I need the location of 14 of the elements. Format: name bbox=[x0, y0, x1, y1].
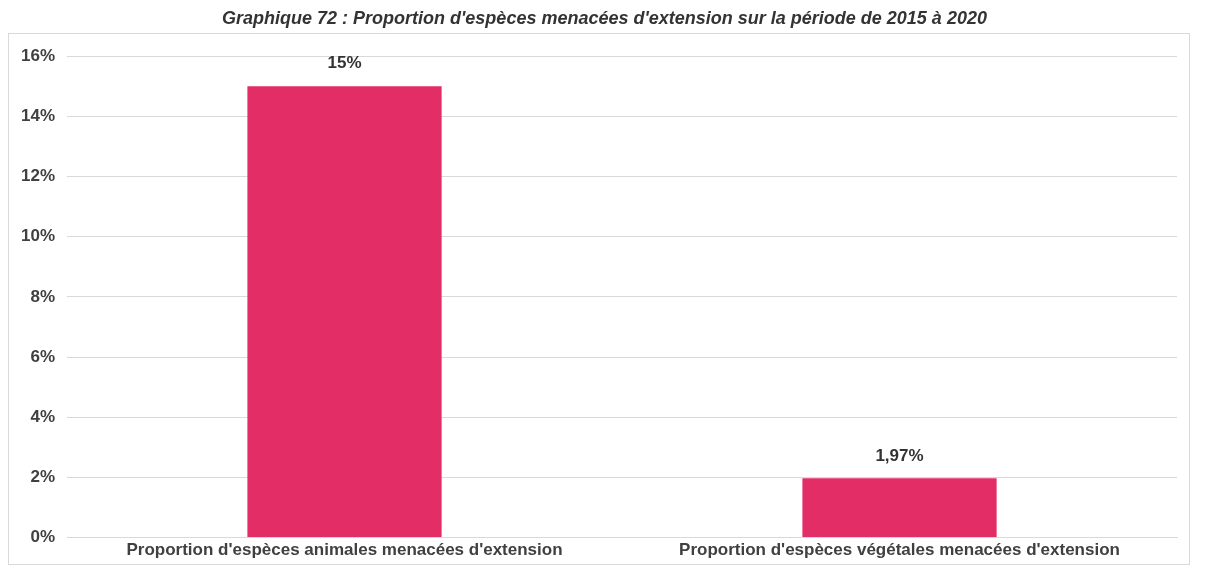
y-tick-label: 4% bbox=[30, 406, 56, 426]
data-label: 1,97% bbox=[875, 445, 924, 465]
y-tick-label: 10% bbox=[20, 226, 56, 246]
y-tick-label: 14% bbox=[20, 106, 56, 126]
y-tick-label: 12% bbox=[20, 166, 56, 186]
y-tick-label: 16% bbox=[20, 45, 56, 65]
y-tick-label: 6% bbox=[30, 346, 56, 366]
x-tick-label: Proportion d'espèces végétales menacées d'extension bbox=[679, 540, 1120, 560]
chart-title: Graphique 72 : Proportion d'espèces menacées d'extension sur la période de 2015 à 2020 bbox=[221, 8, 988, 29]
y-tick-label: 2% bbox=[30, 467, 56, 487]
x-tick-label: Proportion d'espèces animales menacées d'extension bbox=[126, 540, 563, 560]
y-tick-label: 0% bbox=[30, 527, 56, 547]
data-label: 15% bbox=[327, 53, 362, 73]
y-tick-label: 8% bbox=[30, 286, 56, 306]
